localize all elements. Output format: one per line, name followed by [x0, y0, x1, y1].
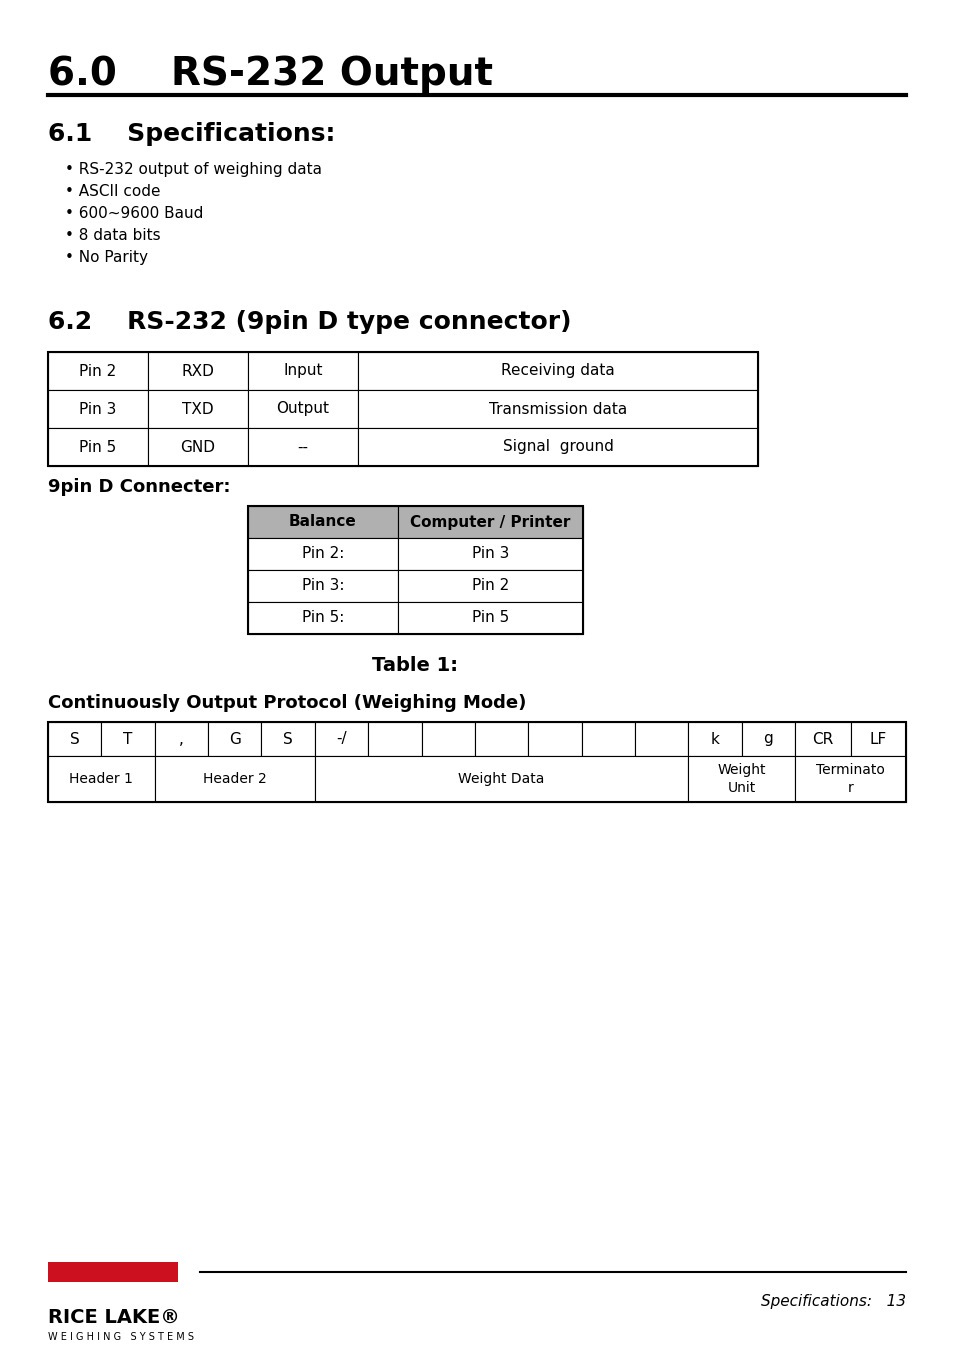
Bar — [850, 722, 905, 756]
Bar — [48, 429, 148, 466]
Bar — [208, 722, 261, 756]
Text: W E I G H I N G   S Y S T E M S: W E I G H I N G S Y S T E M S — [48, 1332, 193, 1343]
Bar — [581, 722, 635, 756]
Text: RXD: RXD — [181, 364, 214, 379]
Text: Receiving data: Receiving data — [500, 364, 615, 379]
Bar — [248, 506, 582, 634]
Text: Header 1: Header 1 — [70, 772, 133, 786]
Text: Pin 5: Pin 5 — [79, 439, 116, 454]
Text: ,: , — [179, 731, 184, 746]
Bar — [148, 389, 248, 429]
Text: Pin 5: Pin 5 — [472, 611, 509, 626]
Bar — [357, 352, 758, 389]
Bar — [101, 722, 154, 756]
Text: 6.1    Specifications:: 6.1 Specifications: — [48, 122, 335, 146]
Bar — [740, 722, 794, 756]
Text: Signal  ground: Signal ground — [502, 439, 613, 454]
Bar — [248, 429, 357, 466]
Text: Weight
Unit: Weight Unit — [717, 764, 765, 795]
Text: G: G — [229, 731, 240, 746]
Text: Pin 2: Pin 2 — [472, 579, 509, 594]
Bar — [154, 722, 208, 756]
Text: 6.2    RS-232 (9pin D type connector): 6.2 RS-232 (9pin D type connector) — [48, 310, 571, 334]
Text: 9pin D Connecter:: 9pin D Connecter: — [48, 479, 231, 496]
Bar — [357, 429, 758, 466]
Bar — [397, 602, 582, 634]
Bar — [314, 756, 687, 802]
Bar — [248, 352, 357, 389]
Bar — [687, 756, 794, 802]
Bar — [248, 506, 397, 538]
Bar — [475, 722, 528, 756]
Text: Transmission data: Transmission data — [488, 402, 626, 416]
Text: • 600~9600 Baud: • 600~9600 Baud — [65, 206, 203, 220]
Text: T: T — [123, 731, 132, 746]
Bar — [397, 506, 582, 538]
Text: Input: Input — [283, 364, 322, 379]
Text: CR: CR — [811, 731, 833, 746]
Text: • No Parity: • No Parity — [65, 250, 148, 265]
Text: Pin 3:: Pin 3: — [301, 579, 344, 594]
Bar — [248, 602, 397, 634]
Text: --: -- — [297, 439, 308, 454]
Bar — [794, 722, 850, 756]
Bar — [368, 722, 421, 756]
Text: Specifications:   13: Specifications: 13 — [760, 1294, 905, 1309]
Bar — [314, 722, 368, 756]
Bar — [421, 722, 475, 756]
Bar — [148, 429, 248, 466]
Text: Computer / Printer: Computer / Printer — [410, 515, 570, 530]
Bar — [397, 571, 582, 602]
Bar — [48, 389, 148, 429]
Text: • ASCII code: • ASCII code — [65, 184, 160, 199]
Text: RICE LAKE®: RICE LAKE® — [48, 1307, 180, 1328]
Text: Pin 5:: Pin 5: — [301, 611, 344, 626]
Text: Pin 3: Pin 3 — [472, 546, 509, 561]
Text: Terminato
r: Terminato r — [815, 764, 884, 795]
Bar — [48, 722, 905, 802]
Text: Pin 2: Pin 2 — [79, 364, 116, 379]
Bar — [357, 389, 758, 429]
Bar — [248, 538, 397, 571]
Bar — [48, 722, 101, 756]
Text: S: S — [70, 731, 79, 746]
Bar — [48, 352, 148, 389]
Text: TXD: TXD — [182, 402, 213, 416]
Text: Balance: Balance — [289, 515, 356, 530]
Bar — [48, 1261, 178, 1282]
Bar — [48, 756, 154, 802]
Text: Pin 2:: Pin 2: — [301, 546, 344, 561]
Bar — [148, 352, 248, 389]
Text: g: g — [762, 731, 772, 746]
Bar — [635, 722, 687, 756]
Text: k: k — [710, 731, 719, 746]
Bar — [528, 722, 581, 756]
Bar — [397, 538, 582, 571]
Bar — [261, 722, 314, 756]
Text: Pin 3: Pin 3 — [79, 402, 116, 416]
Bar — [794, 756, 905, 802]
Text: LF: LF — [869, 731, 886, 746]
Bar — [154, 756, 314, 802]
Bar — [48, 352, 758, 466]
Text: Table 1:: Table 1: — [372, 656, 458, 675]
Text: 6.0    RS-232 Output: 6.0 RS-232 Output — [48, 55, 493, 93]
Text: S: S — [283, 731, 293, 746]
Bar — [248, 389, 357, 429]
Text: -/: -/ — [335, 731, 347, 746]
Text: • 8 data bits: • 8 data bits — [65, 228, 160, 243]
Text: Output: Output — [276, 402, 329, 416]
Text: Continuously Output Protocol (Weighing Mode): Continuously Output Protocol (Weighing M… — [48, 694, 526, 713]
Text: Header 2: Header 2 — [203, 772, 266, 786]
Text: Weight Data: Weight Data — [457, 772, 544, 786]
Text: • RS-232 output of weighing data: • RS-232 output of weighing data — [65, 162, 322, 177]
Text: GND: GND — [180, 439, 215, 454]
Bar — [248, 571, 397, 602]
Bar — [687, 722, 740, 756]
